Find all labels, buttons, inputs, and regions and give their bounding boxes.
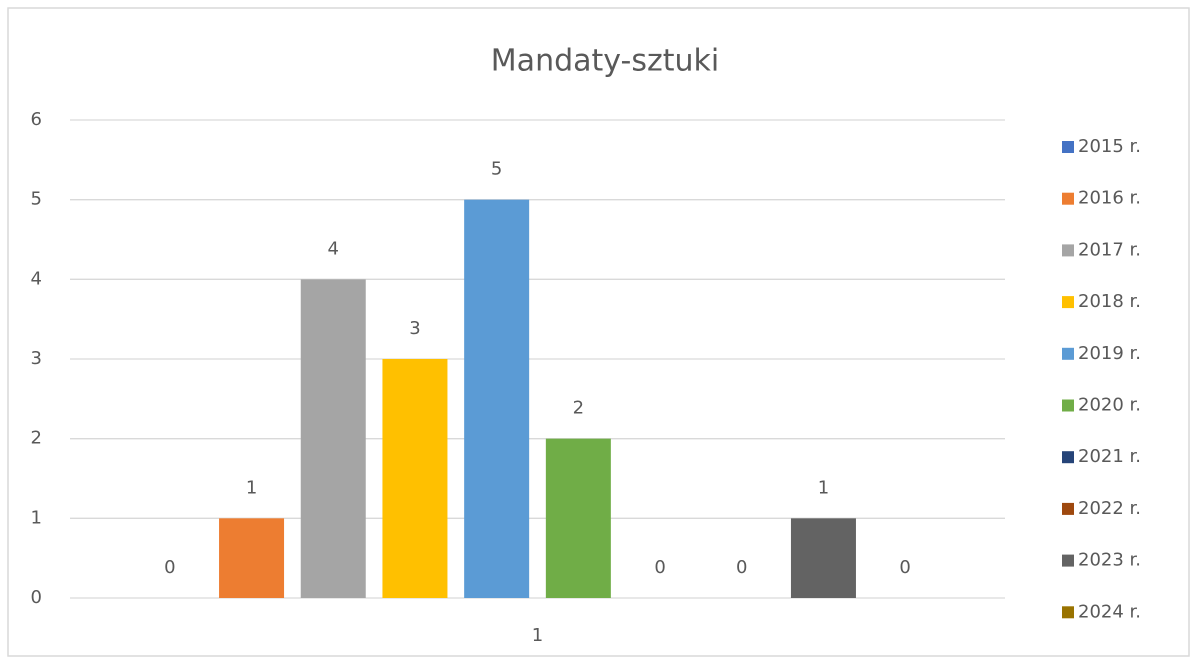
bar (790, 518, 856, 598)
y-tick-label: 1 (31, 507, 42, 528)
legend-swatch (1062, 347, 1074, 360)
legend-label: 2015 r. (1078, 136, 1141, 157)
bar (300, 279, 366, 598)
y-tick-label: 2 (31, 428, 42, 449)
legend-swatch (1062, 399, 1074, 412)
legend-swatch (1062, 296, 1074, 309)
data-label: 0 (654, 557, 665, 578)
y-tick-label: 0 (31, 587, 42, 608)
legend-label: 2024 r. (1078, 601, 1141, 622)
legend-swatch (1062, 554, 1074, 567)
data-label: 0 (164, 557, 175, 578)
data-label: 5 (491, 159, 502, 180)
data-label: 1 (246, 477, 257, 498)
legend-swatch (1062, 502, 1074, 515)
legend-label: 2022 r. (1078, 498, 1141, 519)
legend-swatch (1062, 451, 1074, 464)
y-tick-label: 4 (31, 268, 42, 289)
legend-swatch (1062, 192, 1074, 205)
legend-swatch (1062, 244, 1074, 257)
data-label: 1 (818, 477, 829, 498)
y-tick-label: 5 (31, 189, 42, 210)
legend-label: 2017 r. (1078, 239, 1141, 260)
legend-label: 2021 r. (1078, 446, 1141, 467)
data-label: 3 (409, 318, 420, 339)
legend-label: 2023 r. (1078, 550, 1141, 571)
bar (382, 359, 448, 598)
bar (219, 518, 285, 598)
bar (545, 438, 611, 598)
y-tick-label: 3 (31, 348, 42, 369)
legend-label: 2016 r. (1078, 188, 1141, 209)
legend-label: 2020 r. (1078, 395, 1141, 416)
bar (464, 199, 530, 598)
legend-label: 2018 r. (1078, 291, 1141, 312)
data-label: 0 (736, 557, 747, 578)
legend-label: 2019 r. (1078, 343, 1141, 364)
legend-swatch (1062, 606, 1074, 619)
data-label: 4 (328, 238, 339, 259)
data-label: 2 (573, 398, 584, 419)
chart-title: Mandaty-sztuki (491, 44, 719, 79)
legend-swatch (1062, 141, 1074, 153)
y-tick-label: 6 (31, 109, 42, 130)
data-label: 0 (899, 557, 910, 578)
x-tick-label: 1 (532, 625, 543, 646)
